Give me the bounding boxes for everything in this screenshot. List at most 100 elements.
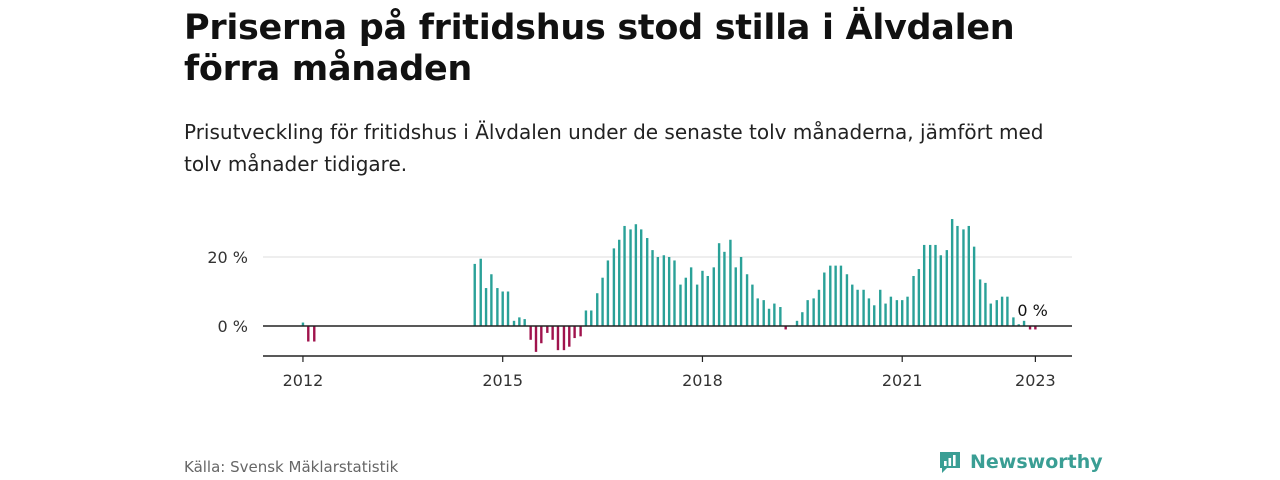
bar: [712, 267, 715, 326]
bar: [473, 263, 476, 326]
brand-name: Newsworthy: [970, 451, 1103, 473]
bar: [618, 239, 621, 326]
newsworthy-logo: Newsworthy: [938, 450, 1103, 474]
bar: [839, 265, 843, 327]
bar: [501, 291, 504, 326]
bar: [972, 246, 976, 326]
bar: [779, 307, 782, 326]
bar: [895, 300, 899, 327]
x-tick-label: 2012: [283, 371, 324, 390]
bar: [556, 326, 560, 351]
bar: [928, 244, 932, 326]
bar: [734, 267, 737, 326]
bar: [573, 326, 576, 339]
bar: [773, 303, 776, 326]
bar: [684, 277, 688, 326]
source-note: Källa: Svensk Mäklarstatistik: [184, 458, 399, 476]
chart-subtitle: Prisutveckling för fritidshus i Älvdalen…: [184, 120, 1044, 176]
bar: [512, 320, 516, 326]
bar: [551, 326, 554, 340]
bar: [739, 257, 743, 326]
bar: [518, 317, 521, 327]
bar: [756, 298, 759, 326]
bar: [901, 300, 904, 327]
bar: [640, 229, 643, 326]
bar: [906, 296, 909, 326]
bar: [701, 270, 704, 326]
bar: [1006, 296, 1009, 326]
bar: [634, 224, 638, 326]
bar: [662, 255, 666, 326]
bar: [313, 326, 316, 342]
x-tick-label: 2021: [882, 371, 923, 390]
bar: [945, 250, 949, 326]
bar: [529, 326, 532, 340]
bar: [656, 257, 660, 326]
bar: [534, 326, 538, 352]
bar: [939, 255, 943, 326]
bar: [884, 303, 887, 326]
bar: [540, 326, 543, 344]
x-tick-label: 2018: [682, 371, 723, 390]
bar-chart: 0 % 20 % 2012 2015 2018 2021 2023 0 %: [207, 219, 1072, 390]
bar: [784, 326, 787, 330]
bar: [867, 298, 871, 326]
bar: [934, 244, 937, 326]
bar: [667, 257, 671, 326]
bar: [995, 300, 998, 327]
bar: [984, 282, 987, 327]
bar: [912, 275, 915, 326]
bar: [523, 319, 526, 326]
bar: [689, 267, 693, 326]
bar: [829, 265, 832, 327]
bar: [484, 288, 488, 326]
bar: [845, 274, 849, 326]
bar: [601, 277, 604, 326]
bar: [751, 284, 754, 326]
last-value-label: 0 %: [1017, 301, 1047, 320]
bar: [917, 269, 921, 326]
x-tick-label: 2015: [482, 371, 523, 390]
bar: [1000, 296, 1004, 326]
bar: [479, 258, 482, 326]
bar: [307, 326, 310, 342]
bar: [879, 289, 882, 326]
newsworthy-logo-icon: [940, 452, 960, 473]
bar: [834, 265, 837, 327]
bar: [817, 289, 821, 326]
bar: [950, 219, 954, 326]
bars: [301, 219, 1037, 352]
bar: [967, 225, 970, 326]
bar: [978, 279, 982, 326]
bar: [651, 250, 654, 326]
bar: [546, 326, 549, 333]
bar: [1034, 326, 1037, 330]
bar: [922, 244, 926, 326]
bar: [490, 274, 493, 326]
bar: [1028, 326, 1032, 330]
labels: 0 % 20 % 2012 2015 2018 2021 2023 0 %: [207, 248, 1055, 390]
bar: [962, 229, 965, 326]
bar: [989, 303, 992, 326]
y-tick-label: 0 %: [218, 317, 248, 336]
bar: [695, 284, 699, 326]
bar: [706, 275, 709, 326]
bar: [812, 298, 815, 326]
bar: [851, 284, 854, 326]
bar: [823, 272, 826, 326]
bar: [596, 293, 599, 326]
bar: [679, 284, 682, 326]
y-tick-label: 20 %: [207, 248, 248, 267]
axes: [263, 325, 1072, 362]
bar: [645, 238, 649, 326]
bar: [745, 274, 749, 326]
bar: [889, 296, 893, 326]
bar: [1022, 320, 1026, 326]
bar: [856, 289, 859, 326]
bar: [562, 326, 566, 351]
bar: [623, 225, 626, 326]
bar: [956, 225, 959, 326]
bar: [806, 300, 809, 327]
bar: [1017, 324, 1020, 326]
bar: [729, 239, 732, 326]
